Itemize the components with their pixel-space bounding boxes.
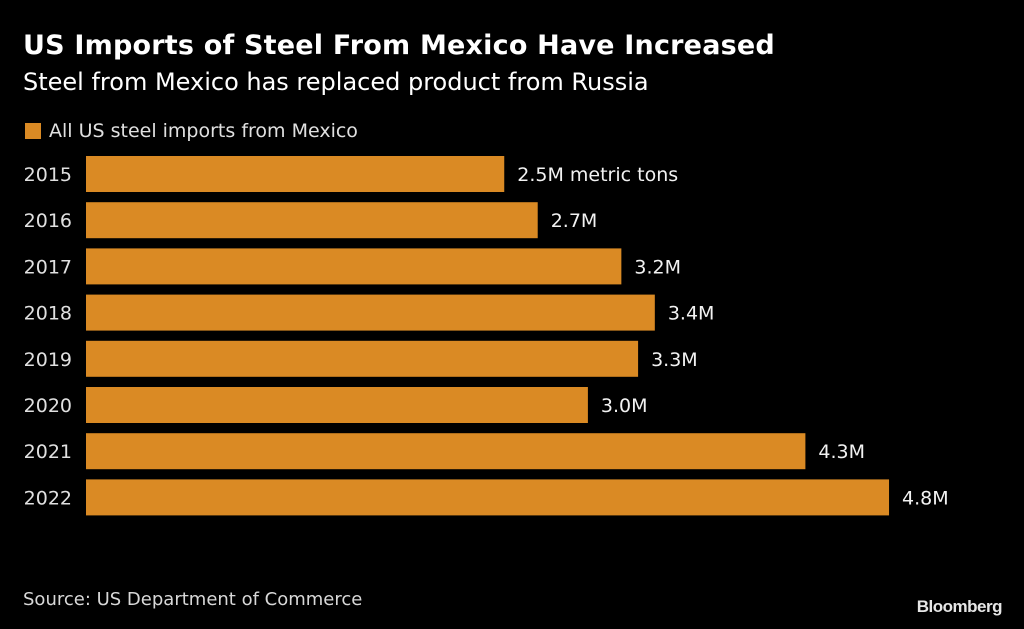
y-tick-label: 2021 <box>24 441 72 463</box>
source-note: Source: US Department of Commerce <box>23 589 363 610</box>
bar <box>86 479 890 516</box>
bloomberg-logo: Bloomberg <box>916 597 1003 616</box>
bar <box>86 433 806 470</box>
bar <box>86 294 655 331</box>
data-label: 2.7M <box>551 210 598 232</box>
legend-label: All US steel imports from Mexico <box>49 120 358 142</box>
y-tick-label: 2015 <box>24 164 72 186</box>
chart-title: US Imports of Steel From Mexico Have Inc… <box>23 30 775 61</box>
data-label: 3.3M <box>651 349 698 371</box>
bar <box>86 248 622 285</box>
data-label: 4.3M <box>818 441 865 463</box>
y-tick-label: 2022 <box>24 487 72 509</box>
y-tick-label: 2016 <box>24 210 72 232</box>
bar <box>86 340 639 377</box>
y-tick-label: 2019 <box>24 349 72 371</box>
data-label: 3.4M <box>668 303 715 325</box>
legend-swatch <box>25 123 41 139</box>
y-tick-label: 2018 <box>24 303 72 325</box>
bar <box>86 156 505 192</box>
legend: All US steel imports from Mexico <box>25 120 358 142</box>
data-label: 4.8M <box>902 487 949 509</box>
bar <box>86 387 588 423</box>
bar <box>86 202 538 239</box>
data-label: 2.5M metric tons <box>517 164 678 186</box>
y-tick-label: 2017 <box>24 256 72 278</box>
chart-subtitle: Steel from Mexico has replaced product f… <box>23 68 649 96</box>
data-label: 3.0M <box>601 395 648 417</box>
data-label: 3.2M <box>634 256 681 278</box>
y-tick-label: 2020 <box>24 395 72 417</box>
